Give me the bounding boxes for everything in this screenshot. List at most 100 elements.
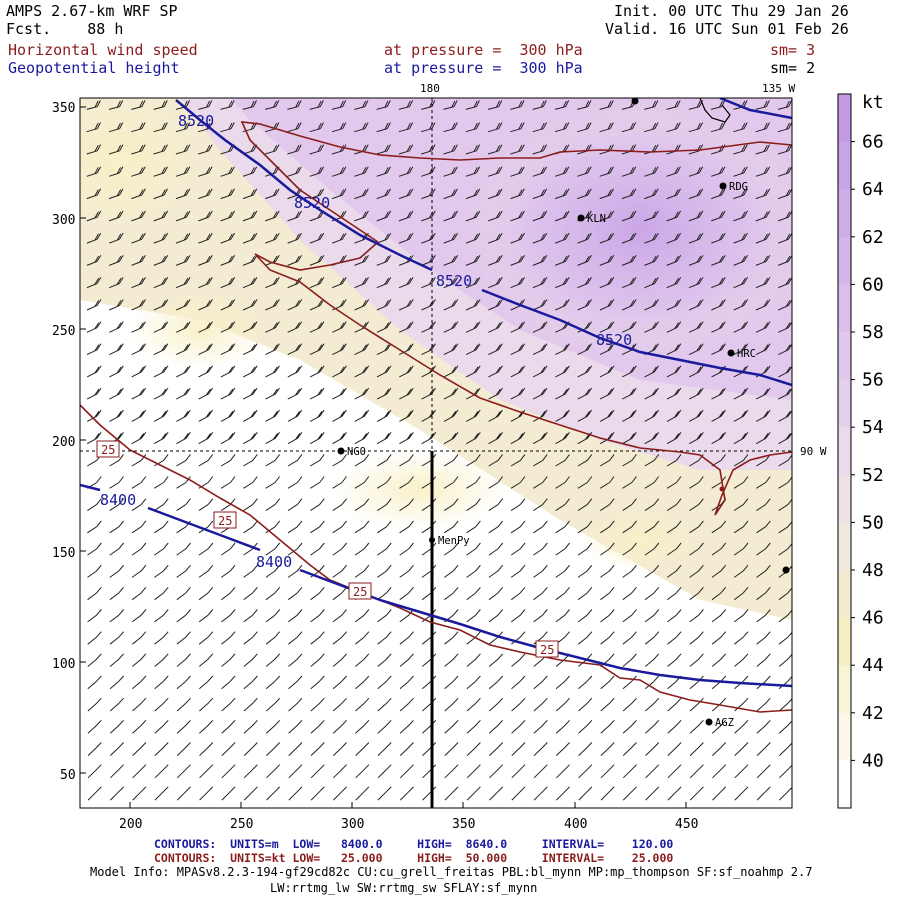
wind-barb — [599, 122, 614, 133]
wind-barb — [354, 564, 370, 578]
colorbar-swatch — [838, 284, 851, 333]
wind-barb — [287, 542, 303, 556]
wind-barb — [622, 764, 637, 779]
wind-barb — [532, 188, 548, 200]
wind-barb — [354, 609, 370, 623]
height-contour-8520c — [719, 98, 792, 120]
wind-barb — [399, 454, 414, 467]
wind-barb — [488, 299, 503, 311]
wind-barb — [755, 343, 771, 356]
wind-barb — [443, 476, 459, 489]
wind-barb — [554, 122, 570, 133]
wind-barb — [243, 742, 258, 756]
wind-barb — [756, 653, 771, 667]
wind-barb — [645, 764, 660, 779]
wind-barb — [287, 122, 302, 133]
wind-barb — [288, 609, 303, 623]
wind-barb — [398, 321, 414, 333]
wind-barb — [599, 387, 615, 400]
wind-barb — [532, 232, 548, 244]
footer-height-contours: CONTOURS: UNITS=m LOW= 8400.0 HIGH= 8640… — [154, 837, 673, 851]
field2-level: at pressure = 300 hPa — [384, 59, 583, 77]
wind-barb — [132, 786, 147, 801]
x-tick-label: 400 — [564, 817, 587, 832]
wind-barb — [86, 122, 101, 133]
speed-contour-50-upper — [240, 121, 792, 243]
wind-barb — [265, 432, 281, 445]
wind-barb — [510, 232, 525, 244]
wind-barb — [532, 166, 548, 177]
wind-barb — [354, 166, 369, 177]
wind-barb — [377, 675, 392, 690]
field1-level: at pressure = 300 hPa — [384, 41, 583, 59]
wind-barb — [242, 343, 258, 356]
wind-barb — [712, 786, 727, 801]
wind-barb — [376, 100, 391, 110]
station-label-hrc: HRC — [737, 348, 756, 360]
wind-barb — [622, 742, 637, 756]
wind-barb — [109, 564, 124, 578]
wind-barb — [644, 454, 660, 467]
wind-barb — [511, 586, 526, 601]
wind-barb — [510, 454, 526, 467]
wind-barb — [221, 764, 236, 779]
wind-barb — [555, 609, 570, 623]
wind-barb — [131, 498, 147, 512]
wind-barb — [733, 454, 749, 467]
wind-barb — [87, 520, 102, 534]
wind-barb — [555, 232, 570, 244]
wind-barb — [376, 277, 392, 289]
wind-barb — [644, 387, 660, 400]
wind-barb — [599, 100, 614, 110]
wind-barb — [777, 166, 792, 177]
wind-barb — [533, 764, 548, 779]
wind-barb — [533, 542, 548, 556]
wind-barb — [577, 542, 593, 556]
wind-barb — [554, 166, 570, 177]
wind-barb — [310, 631, 325, 645]
wind-barb — [444, 697, 459, 712]
wind-barb — [644, 122, 659, 133]
wind-barb — [756, 742, 771, 756]
wind-barb — [87, 498, 102, 512]
wind-barb — [355, 675, 370, 690]
wind-barb — [712, 764, 727, 779]
wind-barb — [711, 520, 727, 534]
wind-barb — [466, 432, 481, 445]
wind-barb — [108, 144, 124, 155]
height-label-8400: 8400 — [256, 553, 292, 571]
wind-barb — [667, 764, 682, 779]
wind-barb — [777, 100, 792, 110]
wind-barb — [153, 365, 169, 378]
wind-barb — [443, 498, 459, 512]
wind-barb — [444, 631, 459, 645]
colorbar-swatch — [838, 570, 851, 619]
wind-barb — [689, 764, 704, 779]
wind-barb — [600, 764, 615, 779]
wind-barb — [443, 232, 459, 244]
station-dot — [337, 447, 345, 455]
wind-barb — [689, 409, 704, 422]
wind-barb — [755, 166, 771, 177]
wind-barb — [86, 387, 102, 400]
wind-barb — [622, 520, 637, 534]
wind-barb — [734, 764, 749, 779]
wind-barb — [131, 542, 147, 556]
wind-barb — [198, 343, 213, 356]
wind-barb — [399, 498, 414, 512]
wind-barb — [711, 188, 726, 200]
wind-barb — [466, 675, 481, 690]
wind-barb — [756, 786, 771, 801]
wind-barb — [376, 232, 392, 244]
wind-barb — [756, 564, 771, 578]
wind-barb — [108, 122, 124, 133]
wind-barb — [242, 299, 258, 311]
wind-barb — [288, 697, 303, 712]
c1-interval: INTERVAL= 120.00 — [541, 837, 674, 851]
wind-barb — [220, 210, 236, 222]
wind-barb — [465, 144, 481, 155]
wind-barb — [666, 299, 682, 311]
colorbar-swatch — [838, 141, 851, 190]
wind-barb — [176, 697, 191, 712]
wind-barb — [154, 609, 169, 623]
